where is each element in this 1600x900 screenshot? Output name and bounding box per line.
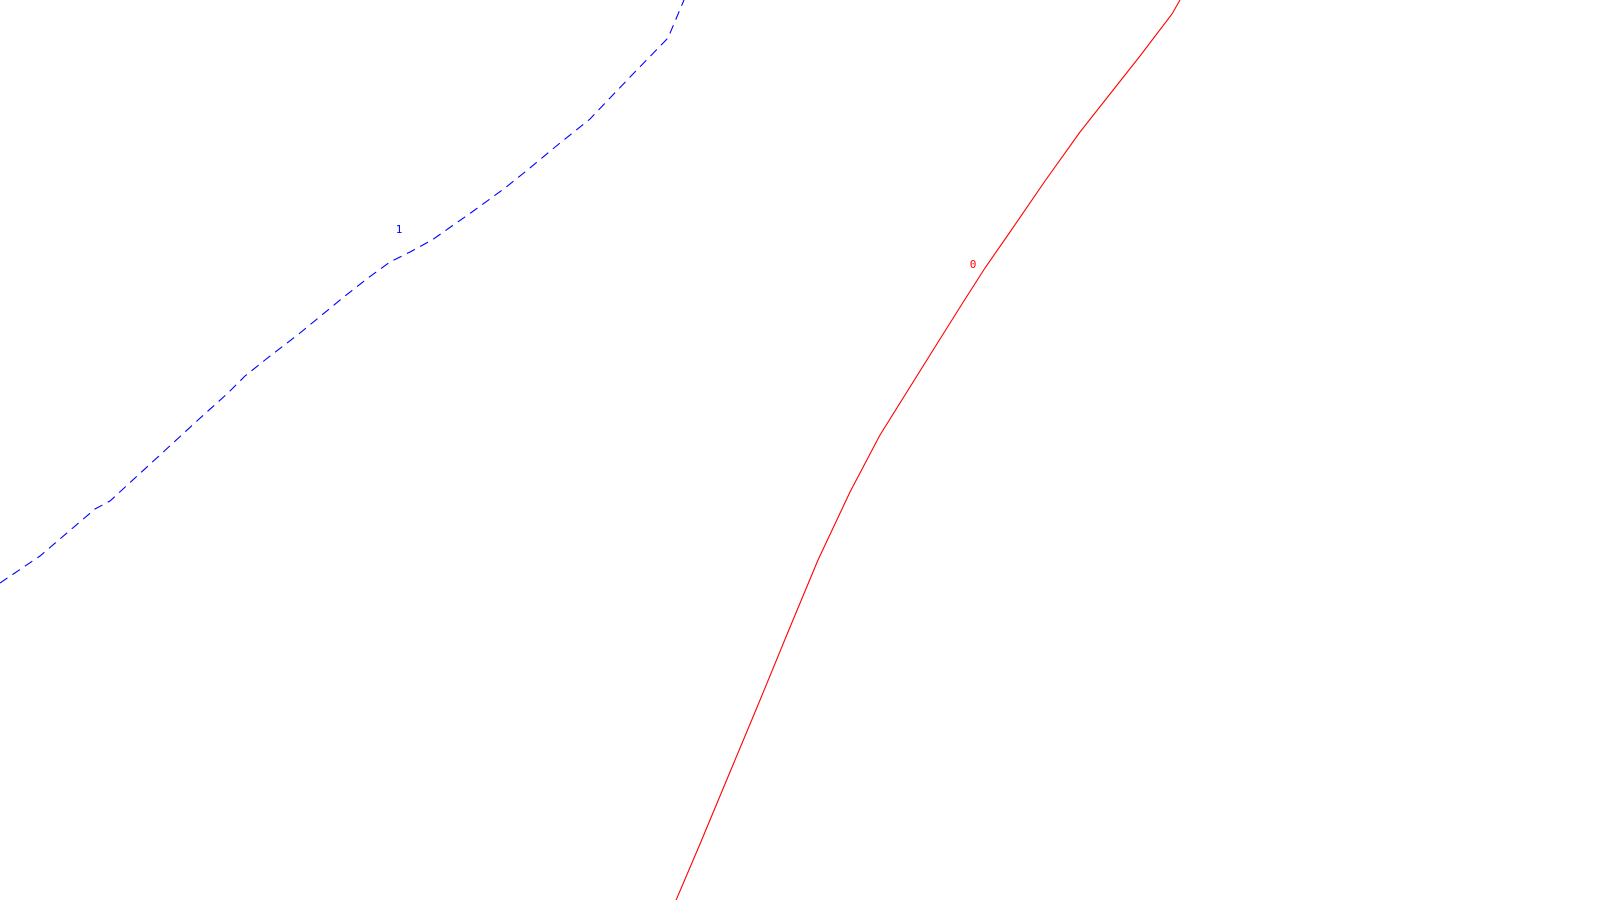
contour-label-level-1: 1 bbox=[396, 223, 403, 236]
contour-path-level-0 bbox=[675, 0, 1181, 900]
contour-label-level-0: 0 bbox=[970, 258, 977, 271]
contour-line-level-1: 1 bbox=[0, 0, 685, 584]
contour-line-level-0: 0 bbox=[675, 0, 1181, 900]
contour-path-level-1 bbox=[0, 0, 685, 584]
